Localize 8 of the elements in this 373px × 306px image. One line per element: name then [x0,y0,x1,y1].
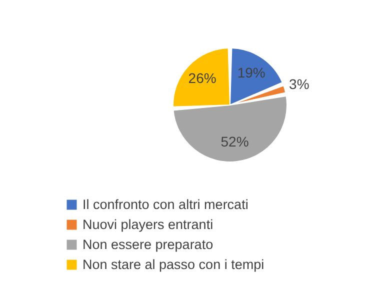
data-label: 3% [289,76,310,92]
data-label: 52% [220,134,249,150]
legend-label: Nuovi players entranti [82,216,214,232]
legend-label: Non stare al passo con i tempi [82,256,264,272]
data-label: 26% [188,70,216,86]
legend-label: Il confronto con altri mercati [82,196,248,212]
legend-label: Non essere preparato [82,236,214,252]
data-label: 19% [237,64,266,81]
